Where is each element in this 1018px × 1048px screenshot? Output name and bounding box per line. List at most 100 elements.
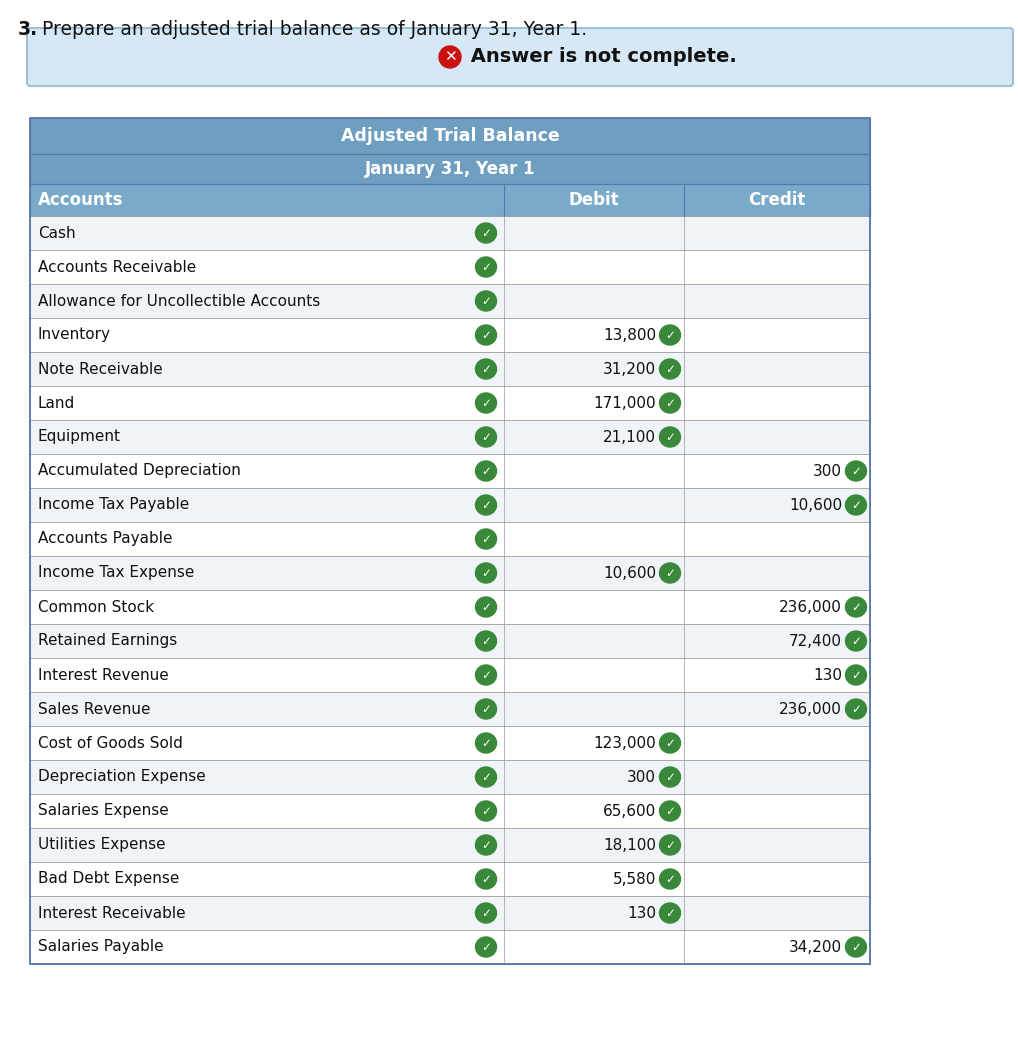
Text: Common Stock: Common Stock <box>38 599 154 614</box>
Text: Depreciation Expense: Depreciation Expense <box>38 769 206 785</box>
FancyBboxPatch shape <box>30 284 870 318</box>
Text: ✓: ✓ <box>482 601 491 613</box>
Ellipse shape <box>846 699 866 719</box>
Text: 10,600: 10,600 <box>789 498 842 512</box>
Ellipse shape <box>660 359 680 379</box>
Ellipse shape <box>846 937 866 957</box>
FancyBboxPatch shape <box>30 726 870 760</box>
Text: Note Receivable: Note Receivable <box>38 362 163 376</box>
Text: Sales Revenue: Sales Revenue <box>38 701 151 717</box>
Ellipse shape <box>846 597 866 617</box>
FancyBboxPatch shape <box>30 692 870 726</box>
FancyBboxPatch shape <box>30 658 870 692</box>
Text: ✓: ✓ <box>482 669 491 681</box>
Text: 236,000: 236,000 <box>779 701 842 717</box>
Text: 31,200: 31,200 <box>603 362 656 376</box>
Ellipse shape <box>660 835 680 855</box>
Text: Cost of Goods Sold: Cost of Goods Sold <box>38 736 183 750</box>
Ellipse shape <box>475 325 497 345</box>
FancyBboxPatch shape <box>30 118 870 154</box>
FancyBboxPatch shape <box>30 794 870 828</box>
FancyBboxPatch shape <box>30 863 870 896</box>
Text: 300: 300 <box>627 769 656 785</box>
Text: ✓: ✓ <box>482 770 491 784</box>
Text: Retained Earnings: Retained Earnings <box>38 633 177 649</box>
Ellipse shape <box>475 597 497 617</box>
Ellipse shape <box>475 733 497 754</box>
Text: 13,800: 13,800 <box>603 327 656 343</box>
Text: Accumulated Depreciation: Accumulated Depreciation <box>38 463 241 479</box>
Ellipse shape <box>660 325 680 345</box>
Text: 10,600: 10,600 <box>603 566 656 581</box>
Ellipse shape <box>475 223 497 243</box>
Text: ✓: ✓ <box>482 464 491 478</box>
FancyBboxPatch shape <box>30 184 870 216</box>
Ellipse shape <box>475 393 497 413</box>
FancyBboxPatch shape <box>30 318 870 352</box>
Text: ✓: ✓ <box>482 294 491 307</box>
Text: ✓: ✓ <box>482 805 491 817</box>
Text: 34,200: 34,200 <box>789 939 842 955</box>
Text: ✓: ✓ <box>851 940 861 954</box>
FancyBboxPatch shape <box>30 154 870 184</box>
FancyBboxPatch shape <box>30 250 870 284</box>
Text: ✓: ✓ <box>665 805 675 817</box>
Text: Equipment: Equipment <box>38 430 121 444</box>
Text: ✓: ✓ <box>482 431 491 443</box>
Text: ✕: ✕ <box>444 49 456 64</box>
Ellipse shape <box>660 869 680 889</box>
Text: Allowance for Uncollectible Accounts: Allowance for Uncollectible Accounts <box>38 293 321 308</box>
Text: ✓: ✓ <box>665 737 675 749</box>
FancyBboxPatch shape <box>30 386 870 420</box>
Text: Credit: Credit <box>748 191 805 209</box>
FancyBboxPatch shape <box>30 488 870 522</box>
Text: ✓: ✓ <box>482 226 491 240</box>
Text: ✓: ✓ <box>665 396 675 410</box>
Ellipse shape <box>475 359 497 379</box>
Ellipse shape <box>475 461 497 481</box>
FancyBboxPatch shape <box>30 556 870 590</box>
Ellipse shape <box>660 903 680 923</box>
Text: Interest Revenue: Interest Revenue <box>38 668 169 682</box>
Text: ✓: ✓ <box>665 431 675 443</box>
Ellipse shape <box>475 529 497 549</box>
Text: ✓: ✓ <box>482 499 491 511</box>
Text: Land: Land <box>38 395 75 411</box>
FancyBboxPatch shape <box>30 624 870 658</box>
Text: ✓: ✓ <box>482 328 491 342</box>
Text: ✓: ✓ <box>482 838 491 851</box>
FancyBboxPatch shape <box>30 454 870 488</box>
Text: ✓: ✓ <box>482 261 491 274</box>
FancyBboxPatch shape <box>30 930 870 964</box>
FancyBboxPatch shape <box>30 760 870 794</box>
Text: ✓: ✓ <box>665 363 675 375</box>
FancyBboxPatch shape <box>30 420 870 454</box>
Ellipse shape <box>660 767 680 787</box>
Text: Salaries Payable: Salaries Payable <box>38 939 164 955</box>
Ellipse shape <box>475 495 497 515</box>
Ellipse shape <box>475 869 497 889</box>
FancyBboxPatch shape <box>30 590 870 624</box>
Text: Salaries Expense: Salaries Expense <box>38 804 169 818</box>
Text: Answer is not complete.: Answer is not complete. <box>464 47 737 66</box>
Text: ✓: ✓ <box>482 702 491 716</box>
Ellipse shape <box>660 801 680 821</box>
Text: 72,400: 72,400 <box>789 633 842 649</box>
Ellipse shape <box>475 767 497 787</box>
Ellipse shape <box>660 427 680 447</box>
Text: Accounts: Accounts <box>38 191 123 209</box>
Text: January 31, Year 1: January 31, Year 1 <box>364 160 535 178</box>
Text: Bad Debt Expense: Bad Debt Expense <box>38 872 179 887</box>
Text: Interest Receivable: Interest Receivable <box>38 905 185 920</box>
FancyBboxPatch shape <box>30 216 870 250</box>
Text: ✓: ✓ <box>482 907 491 919</box>
FancyBboxPatch shape <box>30 352 870 386</box>
Ellipse shape <box>846 461 866 481</box>
Text: ✓: ✓ <box>482 396 491 410</box>
Text: 171,000: 171,000 <box>593 395 656 411</box>
Ellipse shape <box>660 393 680 413</box>
Text: ✓: ✓ <box>665 838 675 851</box>
Text: ✓: ✓ <box>482 873 491 886</box>
Text: Income Tax Payable: Income Tax Payable <box>38 498 189 512</box>
Ellipse shape <box>439 46 461 68</box>
